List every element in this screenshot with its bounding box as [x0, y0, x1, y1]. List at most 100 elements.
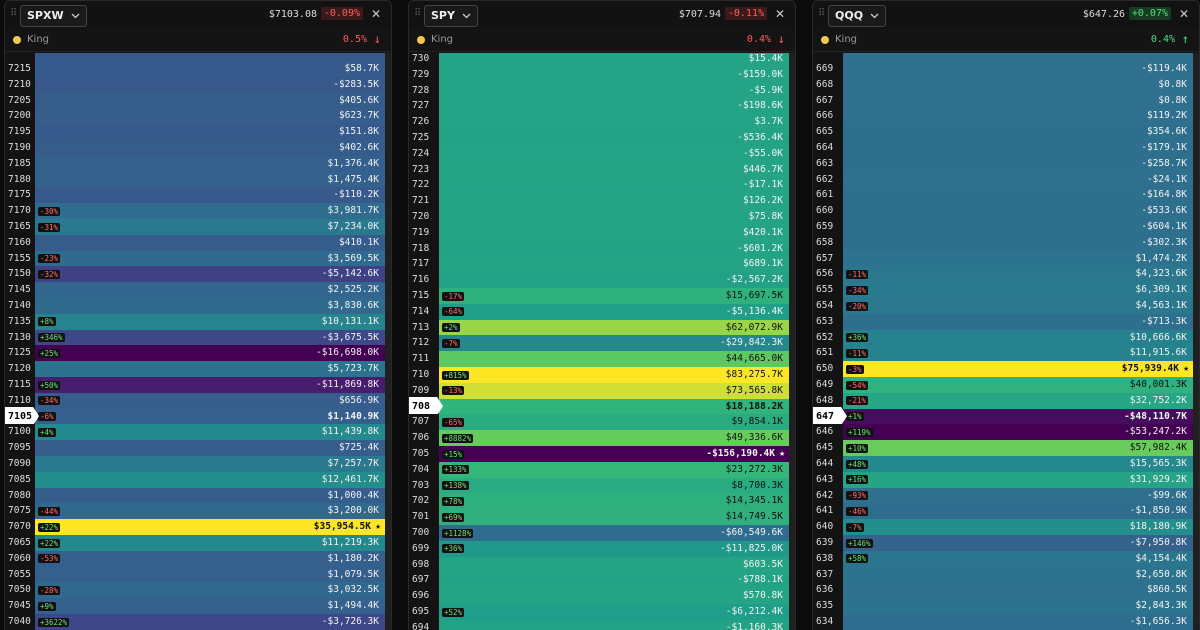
heat-bar — [35, 424, 385, 441]
heat-bar — [439, 224, 789, 241]
strike-value: -$7,950.8K — [1129, 537, 1187, 548]
strike-row: 7170 $3,981.7K -30% — [5, 203, 391, 219]
close-button[interactable]: ✕ — [370, 7, 381, 21]
pct-change: +69% — [442, 512, 465, 522]
heat-bar — [439, 414, 789, 431]
strike-value: -$17.1K — [742, 179, 783, 191]
heat-bar — [843, 566, 1193, 583]
strike-list: 730 $15.4K 729 -$159.0K 728 -$5.9K 727 -$198.6K… — [409, 53, 795, 630]
strike-value: $75.8K — [748, 211, 783, 222]
strike-label: 638 — [813, 550, 843, 567]
strike-label: 640 — [813, 519, 843, 535]
strike-value: $860.5K — [1146, 584, 1187, 596]
ticker-dropdown[interactable]: SPXW — [20, 5, 87, 27]
heat-bar — [35, 598, 385, 614]
pct-change: -20% — [846, 301, 869, 311]
strike-value: $9,854.1K — [731, 416, 783, 428]
strike-value: $3,830.6K — [327, 300, 379, 311]
drag-handle[interactable]: ⠿ — [10, 8, 18, 19]
strike-label: 663 — [813, 155, 843, 172]
strike-row: 666 $119.2K — [813, 108, 1199, 125]
strike-label: 7180 — [5, 171, 35, 188]
strike-label: 643 — [813, 471, 843, 488]
strike-label: 641 — [813, 503, 843, 520]
pct-change: -34% — [38, 396, 61, 406]
pct-change: -46% — [846, 506, 869, 516]
strike-row: 721 $126.2K — [409, 193, 795, 209]
pct-change: -31% — [38, 222, 61, 232]
strike-label: 726 — [409, 114, 439, 130]
strike-label: 658 — [813, 234, 843, 251]
strike-row: 7045 $1,494.4K +9% — [5, 598, 391, 614]
drag-handle[interactable]: ⠿ — [818, 8, 826, 19]
strike-label: 698 — [409, 556, 439, 573]
strike-row: 664 -$179.1K — [813, 140, 1199, 156]
strike-row: 705 -$156,190.4K ★ +15% — [409, 446, 795, 462]
heat-bar — [35, 345, 385, 362]
heat-bar — [35, 219, 385, 235]
strike-row: 700 -$60,549.6K +1128% — [409, 525, 795, 541]
ticker-dropdown[interactable]: SPY — [424, 5, 478, 27]
strike-value: -$1,160.3K — [725, 621, 783, 630]
chevron-icon — [870, 13, 879, 19]
strike-label: 652 — [813, 329, 843, 346]
strike-row: 669 -$119.4K — [813, 61, 1199, 77]
close-button[interactable]: ✕ — [774, 7, 785, 21]
strike-label: 714 — [409, 303, 439, 320]
strike-label: 717 — [409, 256, 439, 273]
pct-change: +1128% — [442, 528, 474, 538]
ticker-panel: ⠿ SPXW -0.09% $7103.08 ✕ King ↓ 0.5% 7215 $58.7K 7… — [4, 0, 392, 630]
heat-bar — [843, 345, 1193, 362]
strike-row: 718 -$601.2K — [409, 240, 795, 257]
strike-value: -$788.1K — [737, 574, 783, 586]
strike-row: 699 -$11,825.0K +36% — [409, 540, 795, 557]
pct-change: -30% — [38, 206, 61, 216]
strike-label: 720 — [409, 209, 439, 225]
heat-bar — [35, 298, 385, 314]
strike-value: $11,219.3K — [321, 537, 379, 548]
strike-row — [5, 53, 391, 61]
strike-label: 7130 — [5, 329, 35, 346]
strike-value: $35,954.5K — [313, 521, 371, 533]
heat-bar — [439, 66, 789, 83]
strike-value: -$5,142.6K — [321, 268, 379, 280]
king-value: 0.5% — [342, 34, 367, 45]
strike-label: 7165 — [5, 219, 35, 235]
strike-row: 7080 $1,000.4K — [5, 487, 391, 504]
strike-label: 642 — [813, 487, 843, 504]
king-star: ★ — [375, 521, 381, 533]
strike-value: $12,461.7K — [321, 473, 379, 485]
strike-value: $4,323.6K — [1135, 268, 1187, 280]
heat-bar — [439, 367, 789, 383]
scrollbar — [1193, 53, 1199, 630]
strike-row: 7140 $3,830.6K — [5, 298, 391, 314]
strike-row: 634 -$1,656.3K — [813, 614, 1199, 630]
strike-value: $3,981.7K — [327, 205, 379, 217]
strike-label: 706 — [409, 430, 439, 446]
strike-value: $8,700.3K — [731, 479, 783, 491]
strike-label: 662 — [813, 171, 843, 188]
strike-value: $31,929.2K — [1129, 473, 1187, 485]
price: $7103.08 — [268, 9, 317, 20]
strike-row: 720 $75.8K — [409, 209, 795, 225]
heat-bar — [439, 446, 789, 462]
ticker-dropdown[interactable]: QQQ — [828, 5, 887, 27]
strike-row — [813, 53, 1199, 61]
strike-value: $0.8K — [1158, 94, 1187, 106]
heat-bar — [439, 382, 789, 399]
strike-label: 7045 — [5, 598, 35, 614]
heat-bar — [35, 566, 385, 583]
king-value: 0.4% — [746, 34, 771, 45]
strike-row: 665 $354.6K — [813, 124, 1199, 140]
pct-change: -13% — [442, 386, 465, 396]
drag-handle[interactable]: ⠿ — [414, 8, 422, 19]
pct-change: -11% — [846, 269, 869, 279]
strike-value: $6,309.1K — [1135, 284, 1187, 296]
ticker-panel: ⠿ SPY -0.11% $707.94 ✕ King ↓ 0.4% 730 $15.4K 729 -… — [408, 0, 796, 630]
close-button[interactable]: ✕ — [1178, 7, 1189, 21]
strike-value: $126.2K — [742, 195, 783, 207]
heat-bar — [439, 82, 789, 99]
panel-header: ⠿ SPXW -0.09% $7103.08 ✕ — [5, 1, 391, 29]
heat-bar — [439, 256, 789, 273]
